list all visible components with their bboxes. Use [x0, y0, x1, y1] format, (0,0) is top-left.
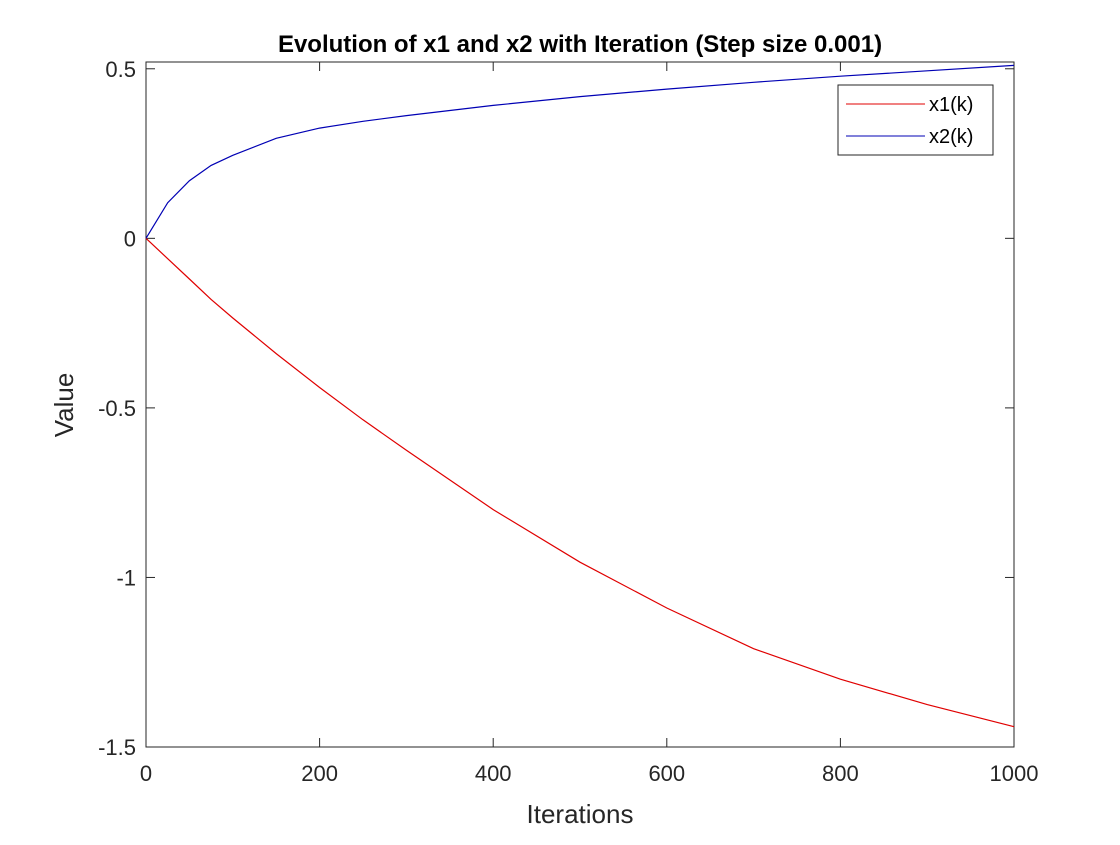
legend-label-x2: x2(k)	[929, 126, 973, 148]
x-tick-label: 0	[140, 761, 152, 786]
y-axis-label: Value	[49, 373, 79, 438]
x-axis-ticks: 0 200 400 600 800 1000	[140, 62, 1039, 786]
chart-title: Evolution of x1 and x2 with Iteration (S…	[278, 31, 882, 58]
y-axis-ticks: -1.5 -1 -0.5 0 0.5	[98, 57, 1014, 760]
legend-label-x1: x1(k)	[929, 94, 973, 116]
legend: x1(k) x2(k)	[837, 84, 994, 156]
plot-area	[145, 61, 1015, 748]
series-line-1	[145, 237, 1015, 728]
y-tick-label: 0.5	[105, 57, 136, 82]
y-tick-label: 0	[124, 226, 136, 251]
x-tick-label: 800	[822, 761, 859, 786]
x-axis-label: Iterations	[527, 799, 634, 829]
x-tick-label: 200	[301, 761, 338, 786]
y-tick-label: -1.5	[98, 735, 136, 760]
x-tick-label: 600	[648, 761, 685, 786]
x-tick-label: 1000	[990, 761, 1039, 786]
series-line-2	[145, 64, 1015, 239]
x-tick-label: 400	[475, 761, 512, 786]
y-tick-label: -0.5	[98, 396, 136, 421]
legend-box	[837, 84, 994, 156]
series-lines	[145, 64, 1015, 728]
y-tick-label: -1	[116, 565, 136, 590]
